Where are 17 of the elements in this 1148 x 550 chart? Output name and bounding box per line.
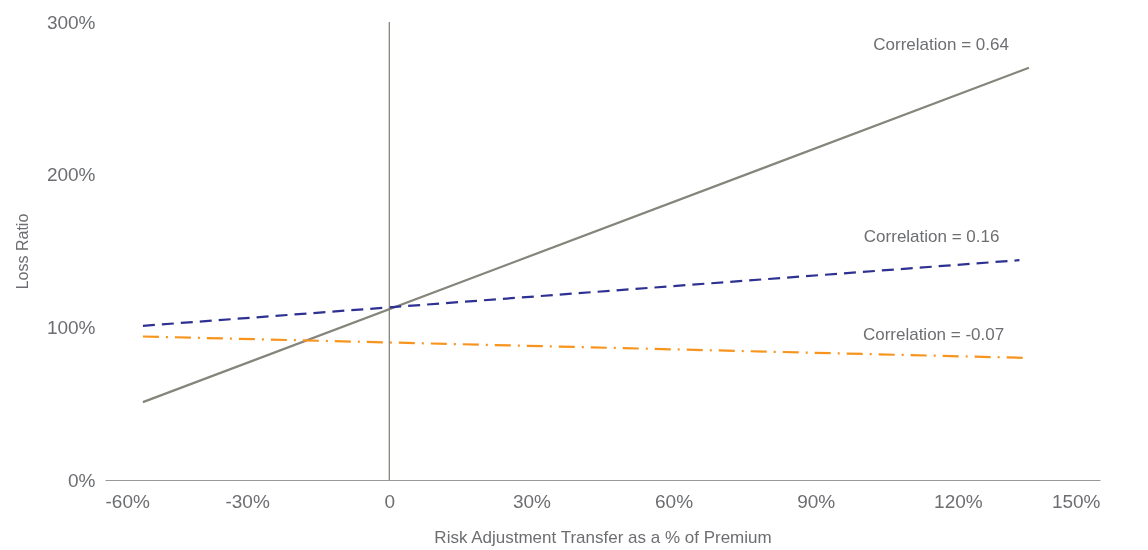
series-label: Correlation = 0.16 bbox=[863, 227, 1000, 247]
x-tick-label: 120% bbox=[934, 490, 983, 512]
series-label: Correlation = -0.07 bbox=[862, 324, 1005, 344]
y-tick-label: 0% bbox=[68, 469, 96, 491]
x-tick-label: -60% bbox=[105, 490, 150, 512]
x-tick-label: 30% bbox=[512, 490, 552, 512]
x-axis-title: Risk Adjustment Transfer as a % of Premium bbox=[434, 527, 772, 547]
y-tick-label: 100% bbox=[46, 316, 96, 338]
x-tick-label: 150% bbox=[1051, 490, 1101, 512]
y-axis-title: Loss Ratio bbox=[13, 213, 31, 290]
x-tick-label: -30% bbox=[225, 490, 270, 512]
y-tick-label: 200% bbox=[46, 164, 96, 186]
y-tick-label: 300% bbox=[46, 11, 96, 33]
x-tick-label: 60% bbox=[655, 490, 694, 512]
x-tick-label: 90% bbox=[797, 490, 836, 512]
series-label: Correlation = 0.64 bbox=[873, 34, 1009, 54]
x-tick-label: 0 bbox=[384, 490, 396, 512]
